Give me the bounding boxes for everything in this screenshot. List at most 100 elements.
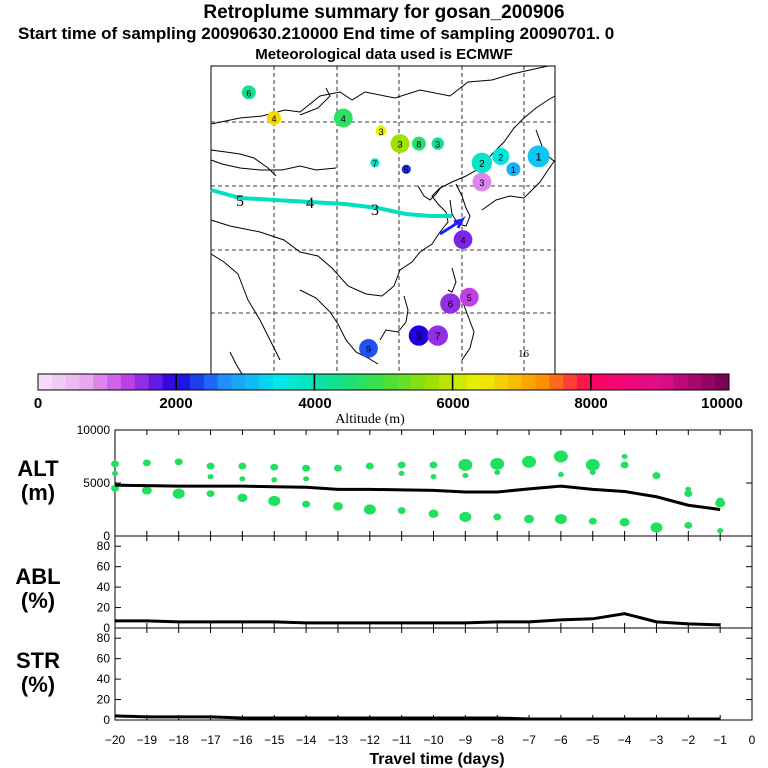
plume-cluster: 7 [370,158,380,169]
alt-point [429,461,438,469]
colorbar-swatch [397,374,412,390]
alt-point [462,473,469,479]
cluster-marker [431,137,444,150]
colorbar-swatch [148,374,163,390]
sampling-period: Start time of sampling 20090630.210000 E… [18,24,615,43]
x-tick-label: −15 [264,733,285,747]
plume-cluster: 2 [471,152,493,173]
colorbar-tick: 6000 [436,395,469,412]
track-label: 3 [371,202,379,219]
abl-panel-label: ABL [15,564,60,589]
colorbar-swatch [673,374,688,390]
alt-point [206,462,215,470]
colorbar-swatch [549,374,564,390]
cluster-marker [375,125,387,137]
release-arrow [439,215,466,236]
cluster-label: 3 [479,178,484,188]
cluster-label: 4 [341,114,346,124]
meteo-source: Meteorological data used is ECMWF [255,46,513,63]
cluster-label: 5 [404,165,409,175]
alt-point [303,476,310,482]
alt-point [588,517,597,525]
alt-panel: 0 5000 10000 [77,423,753,543]
cluster-label: 8 [416,140,421,150]
cluster-label: 8 [416,332,422,343]
colorbar-swatch [480,374,495,390]
alt-point [174,458,183,466]
colorbar-swatch [272,374,288,390]
cluster-label: 4 [460,236,465,246]
alt-point [524,514,535,524]
plume-cluster: 3 [375,125,387,137]
y-tick-label: 40 [97,580,111,594]
track-label: 4 [306,195,314,212]
colorbar-swatch [203,374,218,390]
cluster-marker [471,152,493,173]
alt-point [237,493,248,503]
plume-cluster: 3 [472,172,492,192]
y-tick-label: 5000 [83,476,110,490]
colorbar-swatch [65,374,80,390]
colorbar-swatch [687,374,702,390]
alt-point [397,507,406,514]
colorbar-swatch [618,374,633,390]
cluster-label: 3 [435,140,440,150]
plume-cluster: 3 [390,134,410,154]
y-tick-label: 20 [97,693,111,707]
alt-panel-label: ALT [17,456,59,481]
colorbar-swatch [190,374,205,390]
alt-point [271,477,278,483]
colorbar-swatch [286,374,301,390]
cluster-marker [453,230,473,250]
chart-title: Retroplume summary for gosan_200906 [203,2,565,23]
x-tick-label: −3 [650,733,664,747]
y-tick-label: 0 [103,713,110,727]
alt-point [112,470,118,477]
x-axis-label: Travel time (days) [369,751,504,768]
colorbar-swatch [79,374,94,390]
colorbar-swatch [494,374,509,390]
alt-point [459,511,472,523]
plume-cluster: 2 [492,147,510,165]
x-tick-label: −18 [169,733,190,747]
alt-point [207,474,214,480]
alt-point [652,472,661,479]
track-label: 5 [236,193,244,210]
colorbar-swatch [590,374,605,390]
colorbar-tick: 4000 [298,395,331,412]
cluster-label: 7 [372,159,377,169]
colorbar-swatch [659,374,675,390]
centroid-track [210,188,452,218]
y-tick-label: 40 [97,672,111,686]
alt-point [650,522,663,533]
alt-point [365,462,374,470]
alt-point [557,471,564,478]
cluster-label: 1 [536,151,542,163]
alt-panel-unit: (m) [21,480,55,505]
str-panel-label: STR [16,648,60,673]
alt-point [589,469,596,475]
colorbar-swatch [369,374,384,390]
y-tick-label: 0 [103,529,110,543]
colorbar-swatch [632,374,647,390]
colorbar-swatch [646,374,661,390]
alt-mean-line [114,483,721,511]
colorbar-swatch [328,374,343,390]
x-tick-label: −17 [200,733,221,747]
plume-cluster: 8 [408,325,430,346]
cluster-marker [241,85,256,100]
alt-point [268,495,281,507]
alt-point [554,513,567,525]
alt-point [619,517,630,527]
colorbar-swatch [383,374,398,390]
x-tick-label: −7 [522,733,536,747]
x-tick-label: −11 [392,733,412,747]
cluster-marker [472,172,492,192]
colorbar-swatch [438,374,453,390]
colorbar-swatch [314,374,329,390]
y-tick-label: 20 [97,601,111,615]
plume-cluster: 1 [506,162,521,177]
